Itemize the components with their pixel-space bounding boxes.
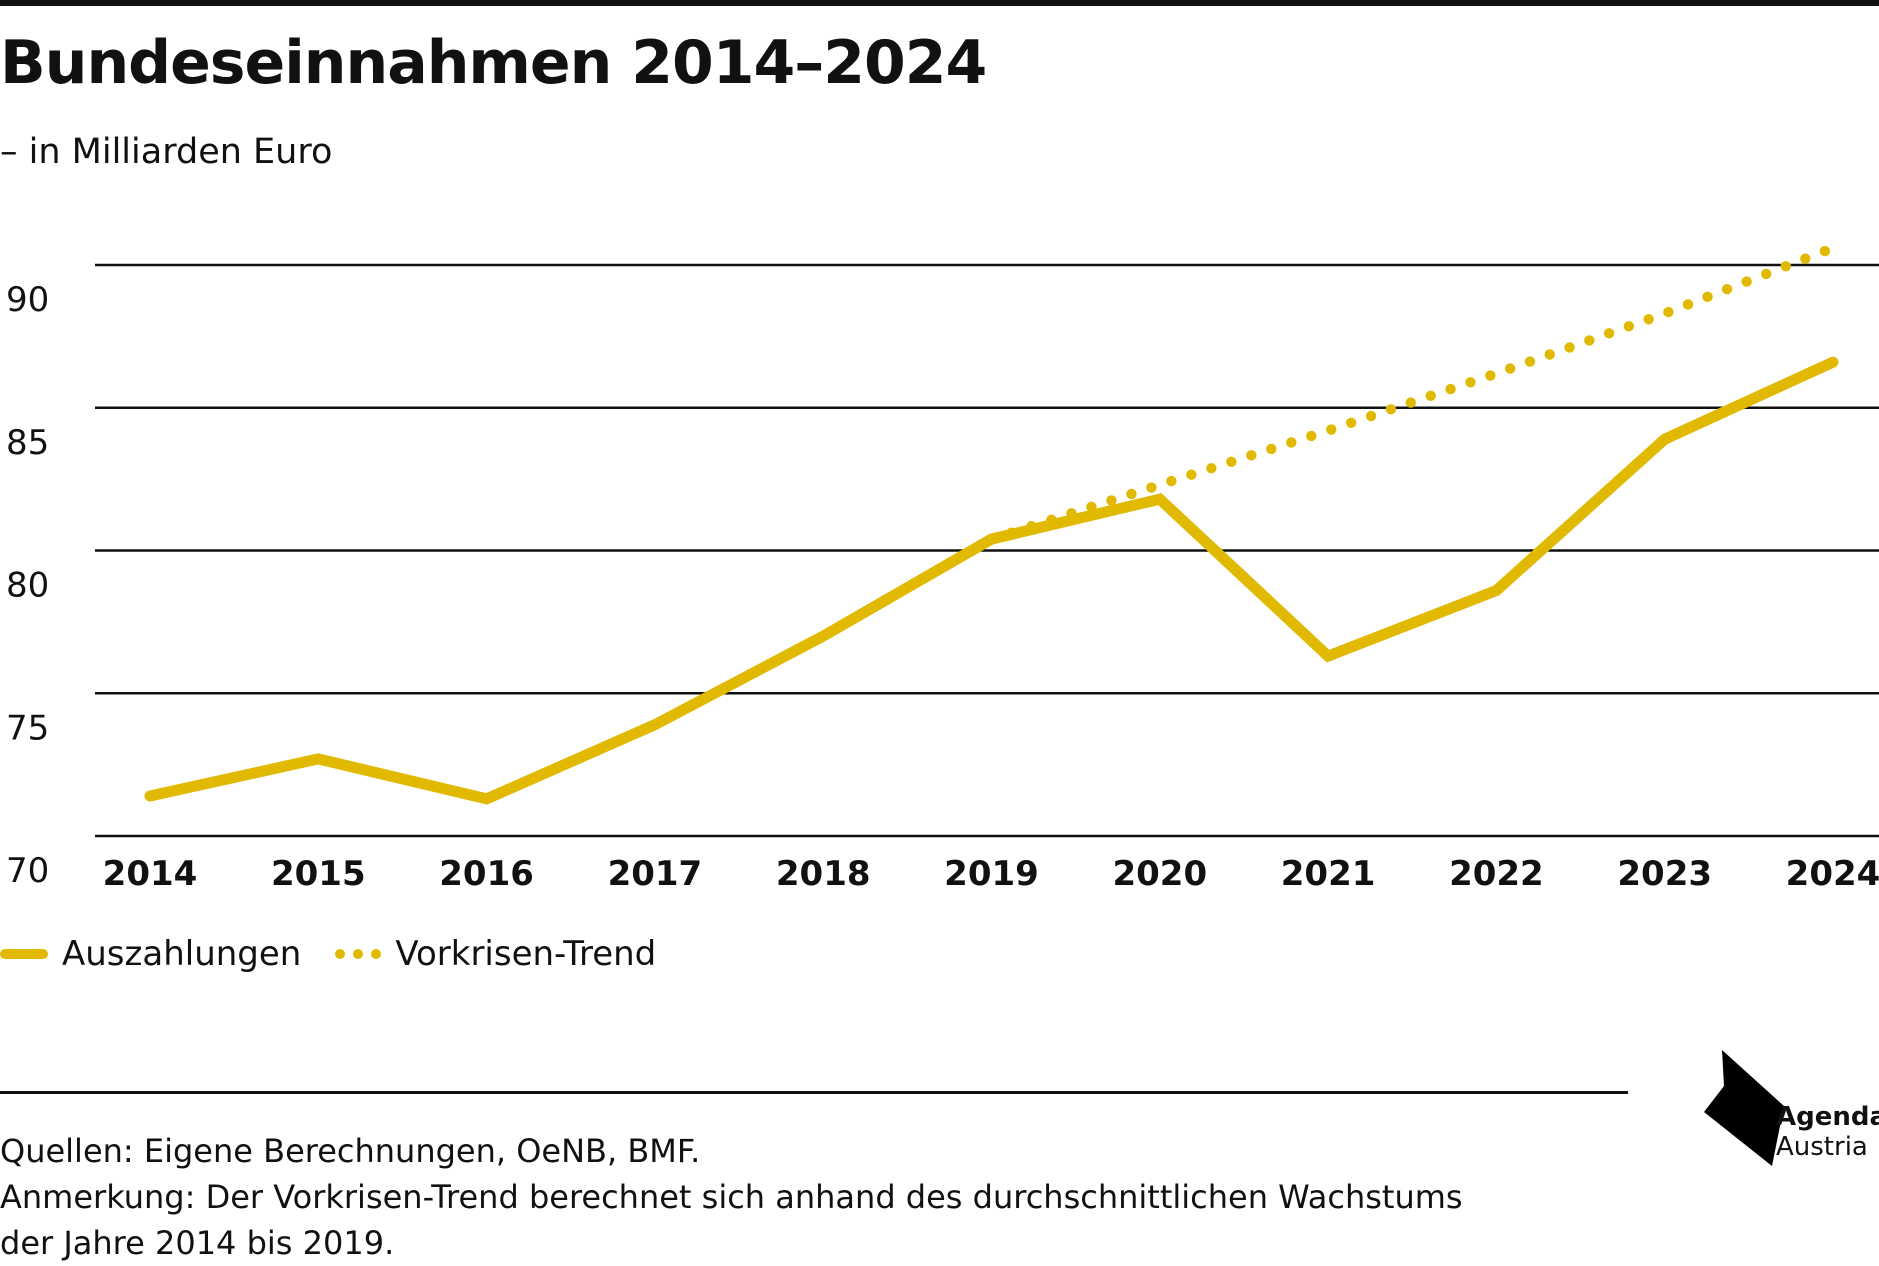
trend-point <box>1505 363 1515 373</box>
trend-point <box>1584 335 1594 345</box>
trend-point <box>1106 495 1116 505</box>
trend-point <box>1026 521 1036 531</box>
x-tick-label: 2023 <box>1617 854 1712 894</box>
trend-point <box>1166 476 1176 486</box>
trend-point <box>1761 269 1771 279</box>
y-tick-label: 70 <box>6 851 49 891</box>
legend-label-vorkrisen-trend: Vorkrisen-Trend <box>395 934 656 974</box>
trend-point <box>1564 342 1574 352</box>
x-tick-label: 2022 <box>1449 854 1544 894</box>
x-axis-tick-labels: 2014 2015 2016 2017 2018 2019 2020 2021 2022 2023… <box>103 854 1879 894</box>
trend-point <box>1306 431 1316 441</box>
x-tick-label: 2021 <box>1281 854 1376 894</box>
trend-point <box>1445 384 1455 394</box>
y-tick-label: 85 <box>6 423 49 463</box>
legend: Auszahlungen Vorkrisen-Trend <box>0 932 656 976</box>
y-tick-label: 80 <box>6 566 49 606</box>
x-tick-label: 2020 <box>1112 854 1207 894</box>
chart-series <box>150 246 1833 799</box>
y-tick-label: 90 <box>6 280 49 320</box>
trend-point <box>1046 515 1056 525</box>
gridlines <box>95 265 1879 836</box>
trend-point <box>1286 437 1296 447</box>
trend-point <box>1386 404 1396 414</box>
footer-notes: Quellen: Eigene Berechnungen, OeNB, BMF.… <box>0 1128 1640 1266</box>
trend-point <box>1702 292 1712 302</box>
trend-point <box>1465 377 1475 387</box>
annotation-line-1: Anmerkung: Der Vorkrisen-Trend berechnet… <box>0 1174 1640 1220</box>
trend-point <box>1006 527 1016 537</box>
logo-wordmark: Agenda Austria <box>1776 1102 1879 1162</box>
legend-solid-swatch <box>0 949 48 959</box>
x-tick-label: 2014 <box>103 854 198 894</box>
footer-rule <box>0 1091 1628 1094</box>
logo-sub: Austria <box>1776 1132 1879 1162</box>
trend-point <box>1346 418 1356 428</box>
trend-point <box>986 534 996 544</box>
trend-point <box>1820 246 1830 256</box>
trend-point <box>1146 482 1156 492</box>
x-tick-label: 2024 <box>1786 854 1879 894</box>
x-tick-label: 2019 <box>944 854 1039 894</box>
y-axis-tick-labels: 70 75 80 85 90 <box>6 280 49 891</box>
logo-name: Agenda <box>1776 1102 1879 1132</box>
x-tick-label: 2016 <box>439 854 534 894</box>
legend-label-auszahlungen: Auszahlungen <box>62 934 301 974</box>
trend-point <box>1624 321 1634 331</box>
trend-point <box>1643 314 1653 324</box>
trend-point <box>1525 356 1535 366</box>
trend-point <box>1683 299 1693 309</box>
trend-point <box>1186 469 1196 479</box>
trend-point <box>1126 489 1136 499</box>
trend-point <box>1246 450 1256 460</box>
x-tick-label: 2017 <box>608 854 703 894</box>
x-tick-label: 2018 <box>776 854 871 894</box>
trend-point <box>1722 284 1732 294</box>
y-tick-label: 75 <box>6 708 49 748</box>
trend-point <box>1485 370 1495 380</box>
trend-point <box>1086 502 1096 512</box>
series-line-auszahlungen <box>150 362 1833 799</box>
trend-point <box>1604 328 1614 338</box>
trend-point <box>1800 253 1810 263</box>
trend-point <box>1326 424 1336 434</box>
trend-point <box>1545 349 1555 359</box>
series-vorkrisen-trend <box>986 246 1830 544</box>
annotation-line-2: der Jahre 2014 bis 2019. <box>0 1220 1640 1266</box>
trend-point <box>1226 457 1236 467</box>
trend-point <box>1406 397 1416 407</box>
legend-dotted-swatch <box>335 949 381 959</box>
trend-point <box>1663 307 1673 317</box>
trend-point <box>1366 411 1376 421</box>
trend-point <box>1741 276 1751 286</box>
source-note: Quellen: Eigene Berechnungen, OeNB, BMF. <box>0 1128 1640 1174</box>
x-tick-label: 2015 <box>271 854 366 894</box>
trend-point <box>1266 444 1276 454</box>
trend-point <box>1206 463 1216 473</box>
trend-point <box>1426 391 1436 401</box>
trend-point <box>1066 508 1076 518</box>
trend-point <box>1781 261 1791 271</box>
